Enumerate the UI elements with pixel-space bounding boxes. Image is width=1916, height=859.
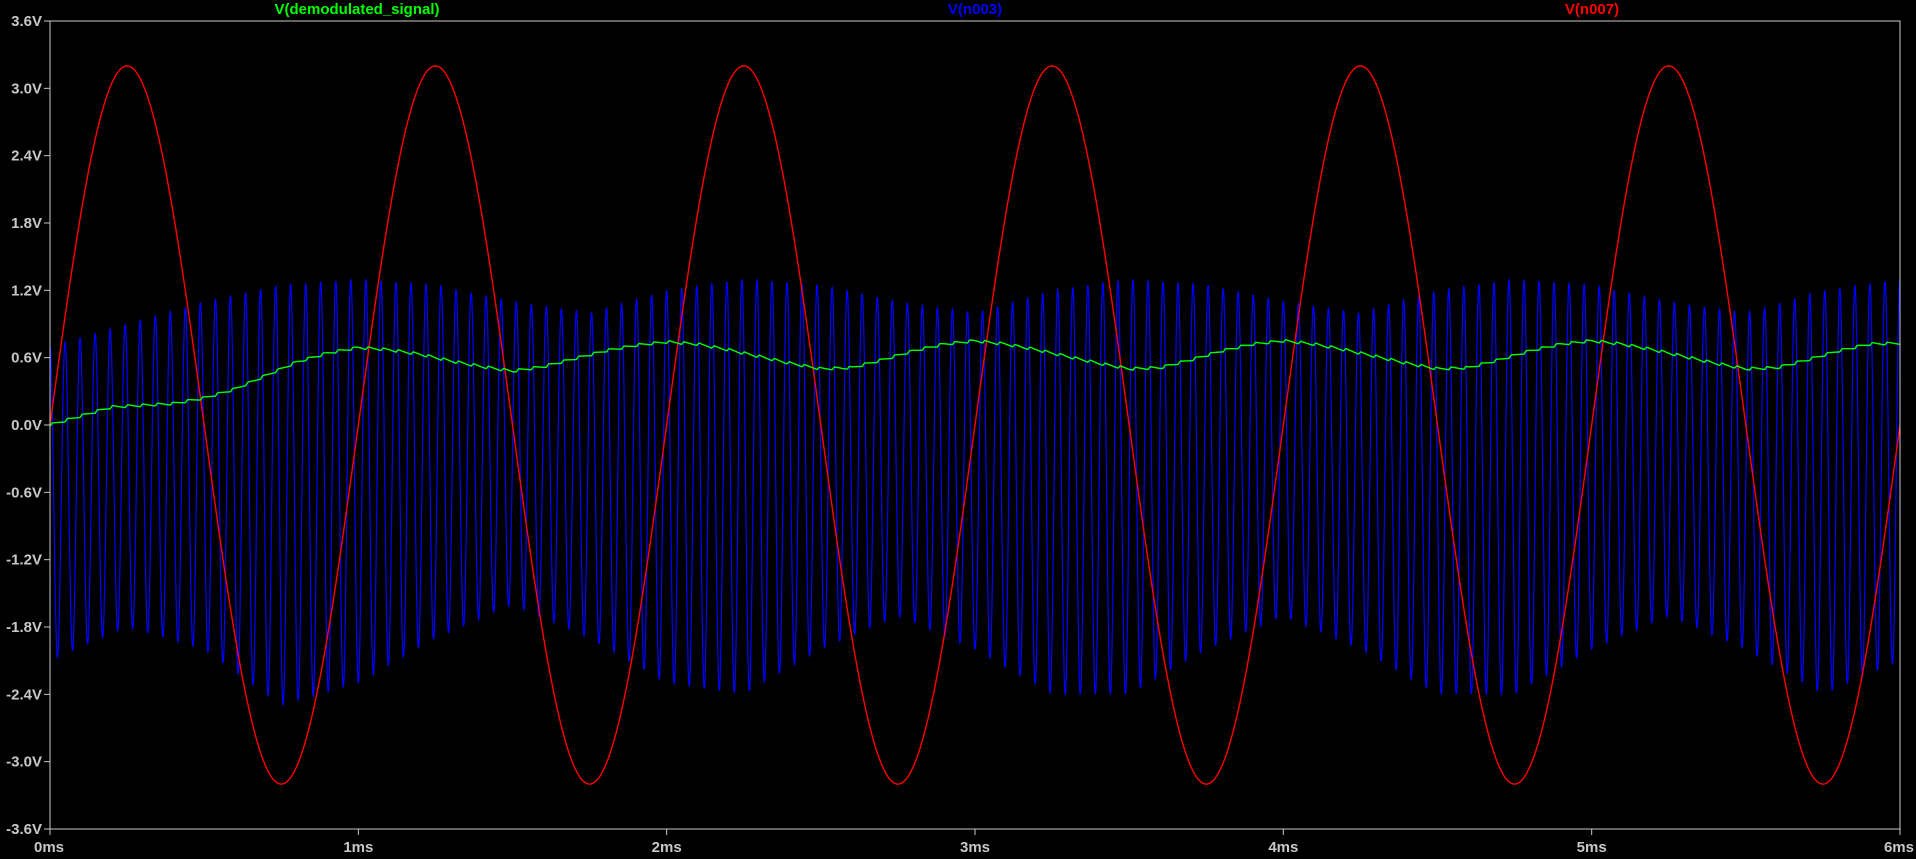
x-tick-label: 4ms bbox=[1268, 839, 1298, 856]
legend: V(demodulated_signal) V(n003) V(n007) bbox=[274, 1, 1619, 18]
y-tick-label: -0.6V bbox=[6, 484, 42, 501]
traces bbox=[49, 65, 1901, 785]
x-tick-label: 6ms bbox=[1884, 839, 1914, 856]
y-tick-label: 1.8V bbox=[11, 215, 42, 232]
x-axis: 0ms 1ms 2ms 3ms 4ms 5ms 6ms bbox=[34, 829, 1914, 856]
x-tick-label: 5ms bbox=[1577, 839, 1607, 856]
legend-item-2[interactable]: V(n007) bbox=[1565, 1, 1619, 18]
y-axis: 3.6V 3.0V 2.4V 1.8V 1.2V 0.6V 0.0V -0.6V -1.2V -1… bbox=[6, 13, 50, 838]
y-tick-label: -1.8V bbox=[6, 619, 42, 636]
y-tick-label: 0.6V bbox=[11, 350, 42, 367]
y-tick-label: 3.0V bbox=[11, 80, 42, 97]
y-tick-label: -3.0V bbox=[6, 754, 42, 771]
y-tick-label: 3.6V bbox=[11, 13, 42, 30]
legend-item-0[interactable]: V(demodulated_signal) bbox=[274, 1, 439, 18]
y-tick-label: -2.4V bbox=[6, 686, 42, 703]
series-v-demodulated-signal-line[interactable] bbox=[49, 338, 1901, 427]
legend-item-1[interactable]: V(n003) bbox=[948, 1, 1002, 18]
x-tick-label: 1ms bbox=[343, 839, 373, 856]
y-tick-label: 0.0V bbox=[11, 417, 42, 434]
y-tick-label: -1.2V bbox=[6, 552, 42, 569]
series-v-n007-line[interactable] bbox=[49, 65, 1901, 785]
x-tick-label: 2ms bbox=[652, 839, 682, 856]
y-tick-label: -3.6V bbox=[6, 821, 42, 838]
series-v-n003-line[interactable] bbox=[49, 277, 1901, 706]
y-tick-label: 2.4V bbox=[11, 148, 42, 165]
x-tick-label: 3ms bbox=[960, 839, 990, 856]
x-tick-label: 0ms bbox=[34, 839, 64, 856]
y-tick-label: 1.2V bbox=[11, 282, 42, 299]
